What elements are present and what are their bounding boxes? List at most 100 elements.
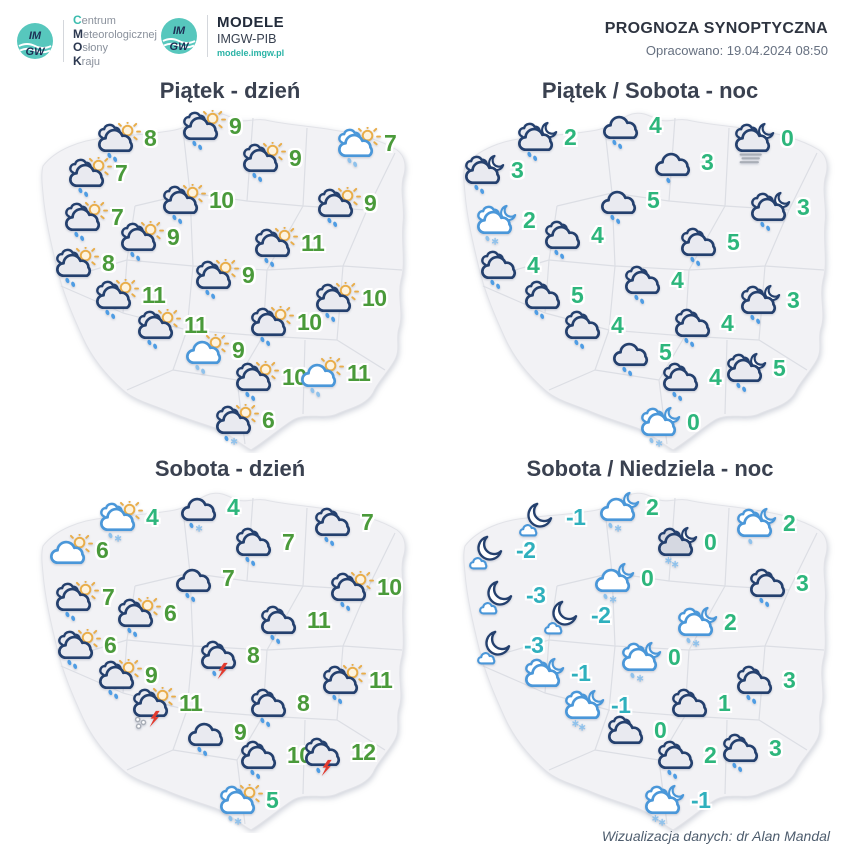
- weather-icon-bm: [544, 600, 578, 635]
- temperature-value: 6: [96, 537, 109, 563]
- forecast-point: -1: [562, 689, 631, 733]
- temperature-value: 6: [164, 600, 177, 626]
- forecast-point: 7: [53, 581, 115, 625]
- temperature-value: 8: [102, 250, 115, 276]
- forecast-point: 4: [97, 501, 159, 545]
- brand-subtitle: IMGW-PIB: [217, 32, 277, 46]
- forecast-point: 3: [720, 732, 782, 776]
- temperature-value: 4: [721, 310, 734, 336]
- temperature-value: 11: [179, 690, 203, 716]
- forecast-point: 7: [233, 526, 295, 570]
- temperature-value: 6: [262, 407, 275, 433]
- temperature-value: 9: [167, 224, 180, 250]
- temperature-value: 5: [727, 229, 740, 255]
- weather-icon-c2-dk-sun-thu-hail: [133, 687, 176, 730]
- temperature-value: 0: [654, 717, 667, 743]
- temperature-value: 9: [234, 719, 247, 745]
- weather-icon-c2-dk-sun-r2: [323, 664, 366, 704]
- temperature-value: 3: [797, 194, 810, 220]
- weather-icon-c2-dk-r2: [625, 265, 661, 304]
- temperature-value: 7: [384, 130, 397, 156]
- weather-icon-c2-dk-r2: [750, 568, 786, 607]
- weather-icon-c2-dk-r2: [658, 740, 694, 779]
- data-credit: Wizualizacja danych: dr Alan Mandal: [601, 828, 830, 844]
- forecast-point: 8: [198, 639, 260, 683]
- forecast-point: 7: [335, 127, 397, 171]
- weather-icon-c1-lt-moon-rs: [595, 562, 635, 603]
- forecast-point: 10: [233, 361, 307, 405]
- forecast-point: 8: [53, 247, 115, 291]
- weather-icon-bm: [477, 630, 511, 665]
- weather-icon-c2-dk-sun-r2: [56, 581, 99, 621]
- temperature-value: 3: [796, 570, 809, 596]
- weather-icon-c1-dk-r2: [613, 342, 649, 376]
- temperature-value: 5: [659, 339, 672, 365]
- temperature-value: 4: [591, 222, 604, 248]
- temperature-value: 2: [564, 124, 577, 150]
- weather-icon-c2-lt-moon-r1: [737, 507, 777, 545]
- weather-icon-bm: [469, 535, 503, 570]
- forecast-point: 6: [55, 629, 117, 673]
- weather-icon-c2-lt-moon-rs: [622, 641, 662, 682]
- weather-icon-c2-dk-r2: [675, 308, 711, 347]
- temperature-value: 8: [247, 642, 260, 668]
- forecast-point: 8: [95, 122, 157, 166]
- temperature-value: 2: [704, 742, 717, 768]
- weather-icon-c2-dk-moon-r2: [465, 154, 505, 194]
- modele-brand: MODELE IMGW-PIB modele.imgw.pl: [217, 14, 284, 58]
- temperature-value: 11: [301, 230, 325, 256]
- temperature-value: 3: [783, 667, 796, 693]
- forecast-point: 11: [130, 687, 203, 731]
- temperature-value: 4: [146, 504, 159, 530]
- temperature-value: 4: [611, 312, 624, 338]
- brand-title: MODELE: [217, 14, 285, 31]
- weather-icon-c2-dk-sun-r2: [251, 306, 294, 346]
- temperature-value: 0: [704, 529, 717, 555]
- weather-icon-c1-lt-sun-r2: [301, 357, 344, 397]
- temperature-value: 4: [709, 364, 722, 390]
- weather-icon-c1-dk-r2: [601, 190, 637, 224]
- temperature-value: 4: [527, 252, 540, 278]
- temperature-value: 5: [571, 282, 584, 308]
- divider: [207, 15, 208, 57]
- forecast-point: -3: [475, 629, 544, 673]
- forecast-point: 11: [252, 227, 325, 271]
- forecast-point: 10: [238, 739, 312, 783]
- weather-icon-c2-dk-r2: [315, 507, 351, 546]
- forecast-point: 3: [747, 567, 809, 611]
- temperature-value: 5: [647, 187, 660, 213]
- temperature-value: 9: [289, 145, 302, 171]
- page-header: IM GW Centrum Meteorologicznej Osłony Kraju …: [0, 0, 850, 75]
- forecast-point: 9: [183, 334, 245, 378]
- forecast-point: 2: [734, 507, 796, 551]
- temperature-value: 7: [111, 204, 124, 230]
- forecast-point: 5: [610, 336, 672, 380]
- imgw-logo-icon: IM GW: [161, 18, 197, 54]
- temperature-value: 0: [641, 565, 654, 591]
- temperature-value: 3: [701, 149, 714, 175]
- forecast-point: 2: [474, 204, 536, 248]
- forecast-point: 9: [118, 221, 180, 265]
- weather-icon-c2-dk: [608, 715, 644, 745]
- modele-logo: IM GW MODELE IMGW-PIB modele.imgw.pl: [160, 14, 284, 58]
- map-title-friday-night: Piątek / Sobota - noc: [541, 78, 759, 103]
- forecast-point: 10: [328, 571, 402, 615]
- map-title-friday-day: Piątek - dzień: [159, 78, 301, 103]
- temperature-value: 2: [783, 510, 796, 536]
- forecast-point: 8: [248, 687, 310, 731]
- forecast-point: 11: [320, 664, 393, 708]
- weather-icon-c2-gy-moon-s2: [658, 526, 698, 568]
- temperature-value: 7: [102, 584, 115, 610]
- temperature-value: 7: [222, 565, 235, 591]
- weather-icon-c2-dk-sun-r2: [99, 659, 142, 699]
- forecast-point: -3: [477, 579, 546, 623]
- forecast-point: 6: [213, 404, 275, 448]
- weather-icon-c2-dk-sun-r2: [331, 571, 374, 611]
- weather-icon-c2-lt-sun-rs: [220, 784, 263, 825]
- forecast-point: -1: [642, 784, 711, 828]
- forecast-point: 3: [734, 664, 796, 708]
- weather-icon-c2-dk-r2: [565, 310, 601, 349]
- cmok-org-name: Centrum Meteorologicznej Osłony Kraju: [73, 13, 157, 68]
- forecast-point: 5: [678, 226, 740, 270]
- weather-icon-c2-dk-sun-r2: [163, 184, 206, 224]
